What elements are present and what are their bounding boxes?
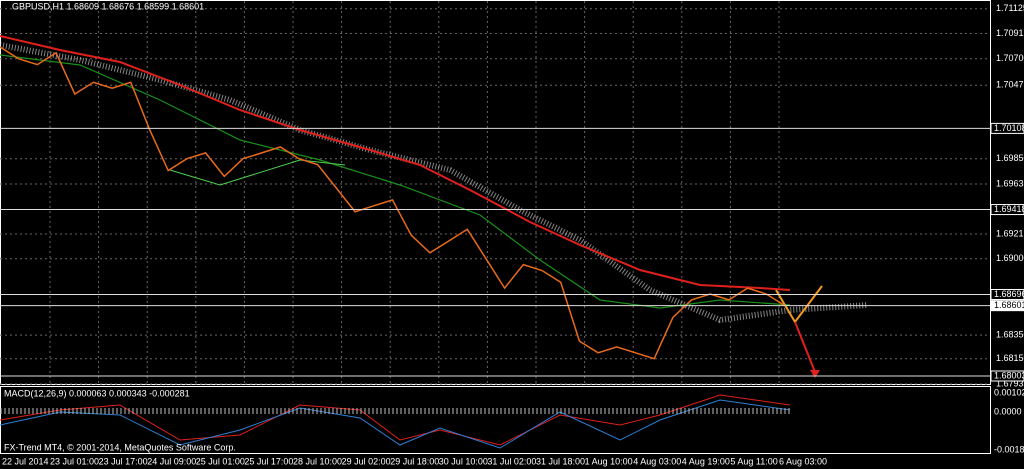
time-label: 1 Aug 10:00	[585, 456, 633, 466]
time-label: 23 Jul 01:00	[50, 456, 99, 466]
time-label: 25 Jul 17:00	[244, 456, 293, 466]
time-label: 29 Jul 18:00	[390, 456, 439, 466]
time-label: 5 Aug 11:00	[730, 456, 777, 466]
forecast-down	[794, 321, 816, 373]
grid	[0, 1, 990, 385]
level-label: 1.68003	[994, 370, 1024, 380]
time-label: 24 Jul 09:00	[147, 456, 196, 466]
macd-scale: 0.001024	[994, 387, 1024, 397]
time-label: 25 Jul 01:00	[196, 456, 245, 466]
price-tick-label: 1.69000	[996, 253, 1024, 263]
chart-title: GBPUSD,H1 1.68609 1.68676 1.68599 1.6860…	[12, 1, 204, 11]
time-label: 23 Jul 17:00	[99, 456, 148, 466]
time-label: 6 Aug 03:00	[779, 456, 827, 466]
price-line	[0, 46, 786, 360]
footer: FX-Trend MT4, © 2001-2014, MetaQuotes So…	[4, 442, 236, 452]
level-box	[990, 288, 1024, 300]
time-label: 4 Aug 19:00	[682, 456, 730, 466]
level-box	[990, 300, 1024, 312]
time-label: 31 Jul 18:00	[536, 456, 585, 466]
level-box	[990, 204, 1024, 216]
level-label: 1.68696	[994, 289, 1024, 299]
macd-label: MACD(12,26,9) 0.000063 0.000343 -0.00028…	[4, 388, 190, 398]
price-tick-label: 1.6921	[996, 228, 1024, 238]
moving-average-green	[0, 54, 791, 309]
macd-scale: 0.0000	[994, 406, 1022, 416]
price-tick-label: 1.67935	[996, 378, 1024, 388]
level-box	[990, 122, 1024, 134]
level-box	[990, 370, 1024, 382]
time-label: 22 Jul 2014	[2, 456, 49, 466]
level-label: 1.69418	[994, 204, 1024, 214]
price-tick-label: 1.69635	[996, 178, 1024, 188]
time-label: 28 Jul 10:00	[293, 456, 342, 466]
time-label: 30 Jul 10:00	[439, 456, 488, 466]
trendlines	[169, 159, 346, 186]
macd-signal	[0, 394, 791, 446]
arrow-head	[810, 370, 820, 378]
price-tick-label: 1.68350	[996, 330, 1024, 340]
time-label: 31 Jul 02:00	[487, 456, 536, 466]
price-tick-label: 1.70700	[996, 53, 1024, 63]
time-label: 29 Jul 02:00	[342, 456, 391, 466]
moving-average-red	[0, 35, 791, 291]
time-label: 4 Aug 03:00	[633, 456, 681, 466]
level-label: 1.68601	[994, 300, 1024, 310]
ichimoku-cloud	[0, 42, 869, 324]
price-tick-label: 1.69850	[996, 153, 1024, 163]
macd-scale: -0.001855	[994, 444, 1024, 454]
price-tick-label: 1.70915	[996, 28, 1024, 38]
level-label: 1.70108	[994, 123, 1024, 133]
macd-main	[0, 399, 791, 449]
price-tick-label: 1.70475	[996, 80, 1024, 90]
price-tick-label: 1.71125	[996, 3, 1024, 13]
price-tick-label: 1.68150	[996, 353, 1024, 363]
